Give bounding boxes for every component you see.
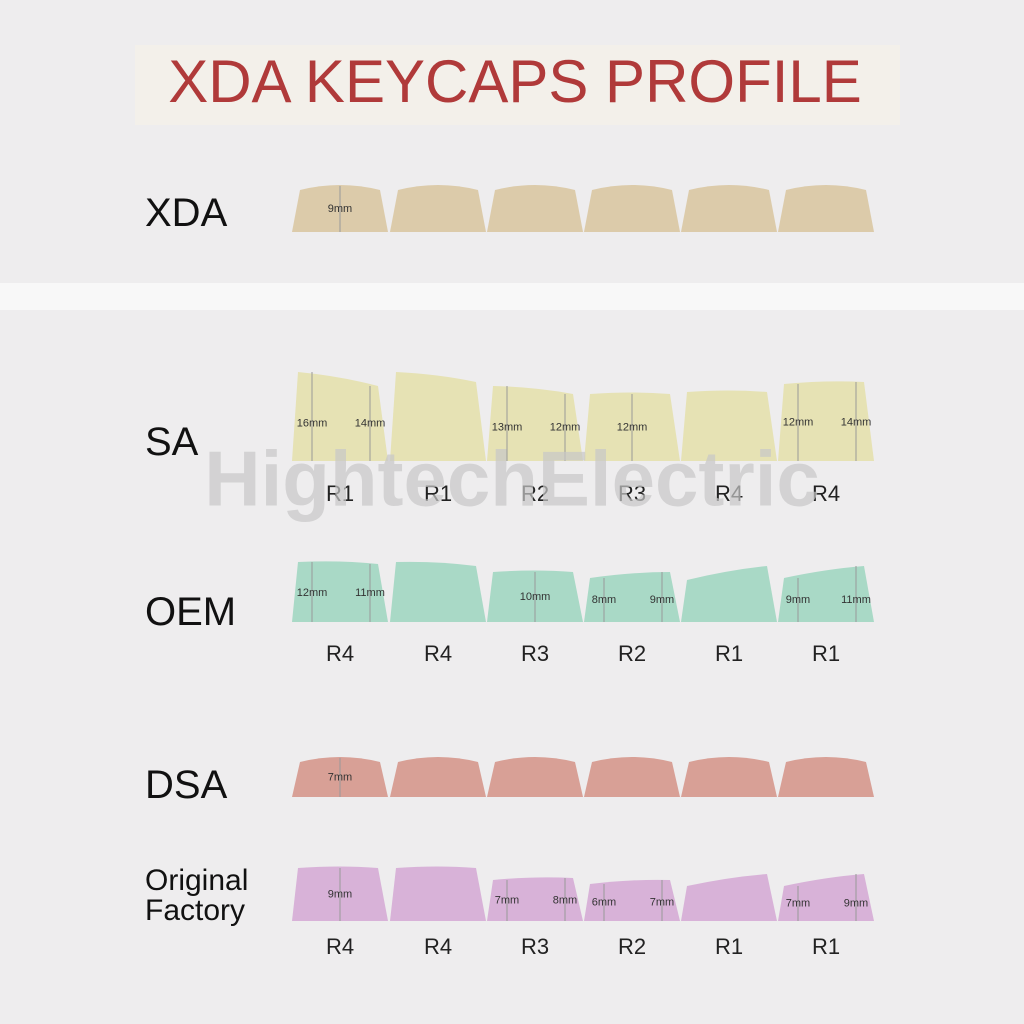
profile-name: Original Factory bbox=[145, 864, 249, 927]
row-label: R4 bbox=[326, 641, 354, 666]
profile-name: XDA bbox=[145, 191, 228, 235]
row-label: R4 bbox=[715, 481, 743, 506]
keycap bbox=[390, 757, 486, 797]
dimension-label: 6mm bbox=[592, 896, 616, 908]
row-label: R2 bbox=[618, 934, 646, 959]
keycap bbox=[487, 877, 583, 921]
keycap bbox=[584, 185, 680, 232]
keycap bbox=[487, 185, 583, 232]
row-label: R1 bbox=[326, 481, 354, 506]
title: XDA KEYCAPS PROFILE bbox=[168, 48, 862, 115]
dimension-label: 7mm bbox=[786, 897, 810, 909]
dimension-label: 16mm bbox=[297, 417, 328, 429]
dimension-label: 7mm bbox=[495, 894, 519, 906]
keycap bbox=[584, 879, 680, 921]
keycap bbox=[681, 757, 777, 797]
row-label: R3 bbox=[521, 641, 549, 666]
keycap bbox=[584, 757, 680, 797]
keycap bbox=[681, 390, 777, 461]
keycap bbox=[584, 572, 680, 622]
keycap bbox=[487, 386, 583, 461]
row-label: R1 bbox=[715, 641, 743, 666]
dimension-label: 12mm bbox=[550, 421, 581, 433]
title-box bbox=[135, 45, 900, 125]
row-label: R1 bbox=[812, 641, 840, 666]
dimension-label: 9mm bbox=[328, 203, 352, 215]
keycap bbox=[778, 185, 874, 232]
profile-name: OEM bbox=[145, 590, 237, 634]
profile-name: SA bbox=[145, 420, 199, 464]
row-label: R1 bbox=[424, 481, 452, 506]
dimension-label: 8mm bbox=[592, 594, 616, 606]
dimension-label: 12mm bbox=[783, 416, 814, 428]
row-label: R4 bbox=[326, 934, 354, 959]
keycap bbox=[778, 566, 874, 622]
dimension-label: 11mm bbox=[355, 587, 385, 599]
keycap bbox=[390, 866, 486, 921]
keycap bbox=[778, 381, 874, 461]
keycap bbox=[390, 561, 486, 622]
keycap bbox=[390, 372, 486, 461]
row-label: R2 bbox=[618, 641, 646, 666]
row-label: R3 bbox=[521, 934, 549, 959]
row-label: R1 bbox=[812, 934, 840, 959]
dimension-label: 9mm bbox=[328, 888, 352, 900]
dimension-label: 12mm bbox=[297, 587, 328, 599]
dimension-label: 10mm bbox=[520, 591, 551, 603]
keycap bbox=[681, 185, 777, 232]
row-label: R4 bbox=[424, 934, 452, 959]
dimension-label: 12mm bbox=[617, 421, 648, 433]
profile-name: DSA bbox=[145, 763, 228, 807]
dimension-label: 9mm bbox=[786, 594, 810, 606]
keycap bbox=[778, 874, 874, 921]
dimension-label: 8mm bbox=[553, 894, 577, 906]
row-label: R1 bbox=[715, 934, 743, 959]
keycap bbox=[390, 185, 486, 232]
dimension-label: 14mm bbox=[841, 416, 872, 428]
divider bbox=[0, 283, 1024, 310]
dimension-label: 9mm bbox=[650, 594, 674, 606]
dimension-label: 9mm bbox=[844, 897, 868, 909]
keycap bbox=[487, 757, 583, 797]
keycap bbox=[778, 757, 874, 797]
row-label: R3 bbox=[618, 481, 646, 506]
keycap bbox=[292, 561, 388, 622]
dimension-label: 13mm bbox=[492, 421, 523, 433]
dimension-label: 14mm bbox=[355, 417, 386, 429]
keycap bbox=[681, 874, 777, 921]
watermark: HightechElectric bbox=[204, 435, 820, 523]
keycap bbox=[292, 372, 388, 461]
keycap bbox=[681, 566, 777, 622]
dimension-label: 7mm bbox=[328, 771, 352, 783]
row-label: R4 bbox=[812, 481, 840, 506]
row-label: R4 bbox=[424, 641, 452, 666]
row-label: R2 bbox=[521, 481, 549, 506]
dimension-label: 11mm bbox=[841, 594, 871, 606]
dimension-label: 7mm bbox=[650, 896, 674, 908]
